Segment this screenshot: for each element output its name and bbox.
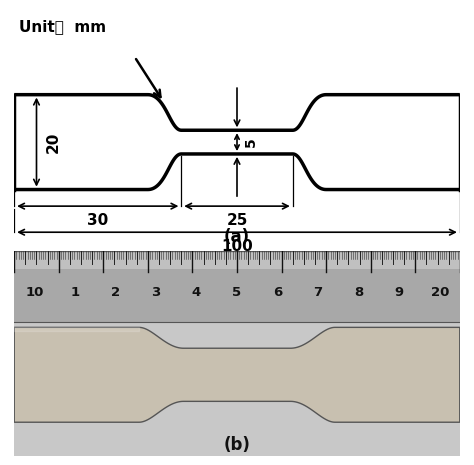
Bar bbox=[14, 251, 460, 269]
Text: 100: 100 bbox=[221, 239, 253, 254]
Text: 1: 1 bbox=[70, 286, 79, 299]
Text: (b): (b) bbox=[224, 436, 250, 453]
Text: 5: 5 bbox=[232, 286, 242, 299]
Text: 10: 10 bbox=[25, 286, 44, 299]
Text: 3: 3 bbox=[151, 286, 161, 299]
Text: (a): (a) bbox=[224, 228, 250, 246]
Text: 4: 4 bbox=[192, 286, 201, 299]
Text: 25: 25 bbox=[226, 213, 248, 228]
Text: 9: 9 bbox=[395, 286, 404, 299]
Text: 7: 7 bbox=[313, 286, 323, 299]
Polygon shape bbox=[14, 327, 460, 422]
Text: 6: 6 bbox=[273, 286, 282, 299]
Text: 20: 20 bbox=[430, 286, 449, 299]
Text: 8: 8 bbox=[354, 286, 363, 299]
Text: Unit：  mm: Unit： mm bbox=[18, 19, 106, 34]
Text: 2: 2 bbox=[111, 286, 120, 299]
Text: 5: 5 bbox=[244, 137, 258, 147]
Text: 30: 30 bbox=[87, 213, 109, 228]
Text: 20: 20 bbox=[46, 132, 60, 153]
Bar bbox=[14, 251, 460, 322]
